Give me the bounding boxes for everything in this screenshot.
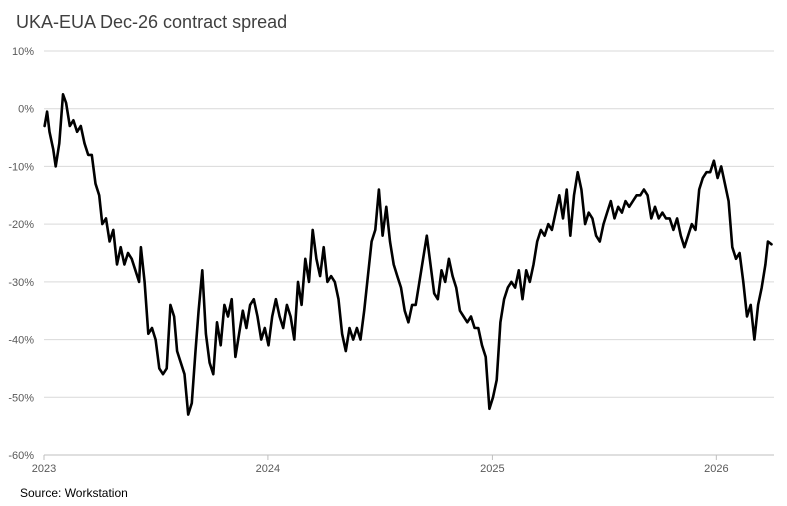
gridlines [44, 50, 774, 456]
y-tick-label: -60% [8, 450, 34, 462]
y-tick-label: -50% [8, 392, 34, 404]
chart-title: UKA-EUA Dec-26 contract spread [16, 12, 288, 32]
series-lines [43, 93, 773, 416]
y-tick-label: 10% [12, 46, 34, 58]
source-note: Source: Workstation [20, 486, 128, 500]
x-tick-label: 2026 [704, 463, 728, 475]
x-tick-label: 2023 [32, 463, 56, 475]
y-axis-tick-labels: 10% 0% -10% -20% -30% -40% -50% -60% [8, 46, 34, 462]
series-line-0 [43, 93, 773, 416]
y-tick-label: -20% [8, 219, 34, 231]
y-tick-label: 0% [18, 104, 34, 116]
x-axis-tick-labels: 2023 2024 2025 2026 [32, 463, 729, 475]
y-tick-label: -30% [8, 277, 34, 289]
x-tick-label: 2024 [256, 463, 280, 475]
x-tick-label: 2025 [480, 463, 504, 475]
y-tick-label: -10% [8, 161, 34, 173]
y-tick-label: -40% [8, 335, 34, 347]
x-axis [43, 454, 774, 460]
